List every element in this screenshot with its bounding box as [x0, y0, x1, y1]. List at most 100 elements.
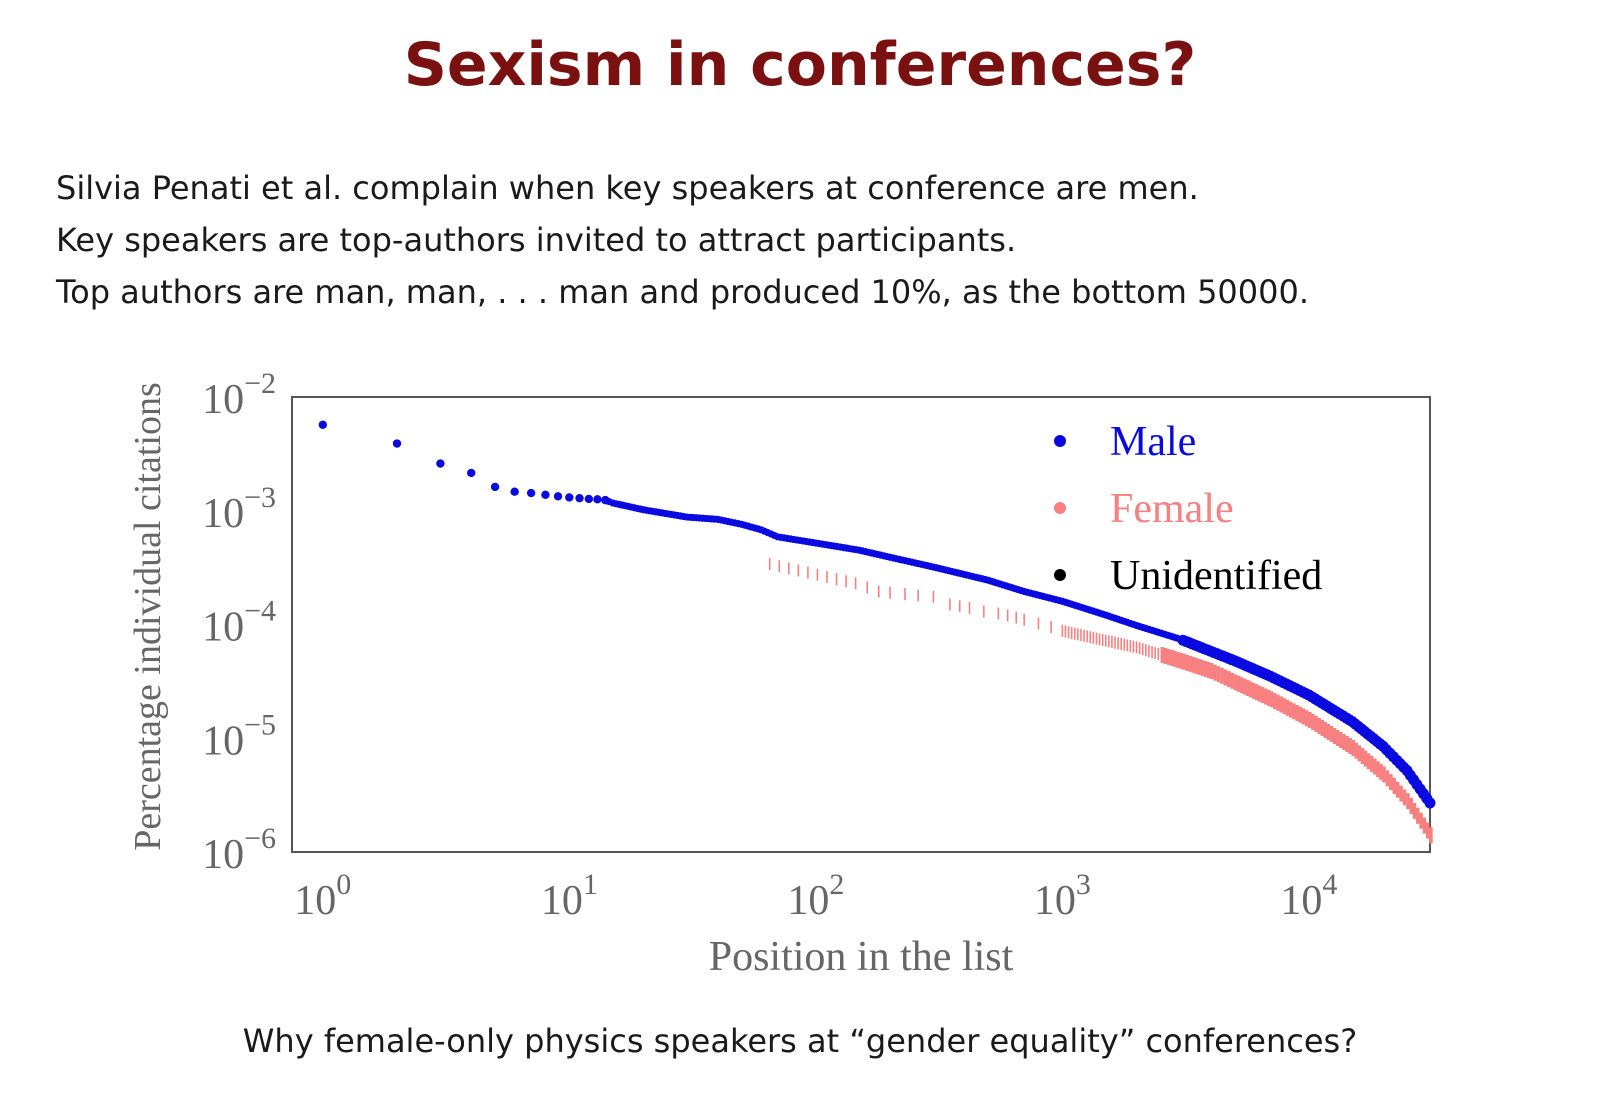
female-point: [1154, 647, 1156, 660]
female-point: [1083, 629, 1085, 642]
female-point: [778, 560, 781, 573]
female-point: [1209, 663, 1214, 680]
female-point: [1179, 652, 1183, 669]
female-point: [807, 566, 809, 579]
male-point: [584, 494, 594, 504]
female-point: [1120, 638, 1122, 651]
female-point: [1101, 634, 1104, 647]
female-point: [1314, 715, 1318, 732]
female-point: [1169, 649, 1174, 666]
female-point: [1126, 639, 1129, 652]
female-point: [1295, 705, 1299, 722]
slide-title: Sexism in conferences?: [403, 30, 1197, 100]
legend-marker-male: [1054, 435, 1066, 447]
female-point: [1220, 667, 1224, 684]
female-point: [1369, 755, 1374, 772]
female-point: [1373, 758, 1377, 775]
female-point: [1308, 711, 1312, 728]
female-point: [1172, 650, 1177, 667]
female-point: [1245, 680, 1250, 697]
female-point: [889, 586, 891, 599]
male-point: [1424, 797, 1436, 809]
female-point: [1023, 613, 1025, 626]
bullet-line-2: Key speakers are top-authors invited to …: [56, 221, 1017, 259]
female-point: [1089, 631, 1092, 644]
female-point: [1282, 698, 1287, 715]
female-point: [1233, 674, 1238, 691]
chart-legend: Male Female Unidentified: [1054, 419, 1322, 599]
female-point: [1251, 682, 1256, 699]
female-point: [1419, 812, 1423, 829]
female-point: [1188, 655, 1192, 672]
female-point: [1360, 747, 1365, 764]
female-point: [1339, 732, 1343, 749]
female-point: [1073, 627, 1076, 640]
female-point: [1111, 636, 1113, 649]
female-point: [1332, 727, 1337, 744]
y-tick-label: 10−3: [202, 481, 276, 537]
female-point: [1230, 672, 1234, 689]
male-point: [553, 492, 563, 501]
female-point: [1080, 629, 1082, 642]
female-point: [1015, 611, 1018, 624]
female-point: [1345, 736, 1349, 753]
female-point: [1279, 696, 1283, 713]
legend-marker-unidentified: [1054, 569, 1066, 581]
female-point: [1114, 636, 1116, 649]
female-point: [1263, 688, 1268, 705]
female-point: [1135, 641, 1138, 654]
female-point: [1061, 624, 1064, 637]
female-point: [1138, 642, 1141, 655]
x-tick-label: 102: [787, 868, 844, 924]
female-point: [1132, 640, 1135, 653]
plot-frame: [291, 396, 1431, 853]
x-axis-label: Position in the list: [709, 934, 1014, 980]
female-point: [1223, 669, 1228, 686]
female-point: [1317, 717, 1321, 734]
male-point: [490, 482, 500, 492]
female-point: [1409, 798, 1413, 815]
female-point: [1194, 657, 1199, 674]
male-point: [392, 439, 402, 448]
female-point: [845, 575, 847, 588]
female-point: [1335, 729, 1340, 746]
female-point: [1104, 634, 1107, 647]
x-tick-labels: 100 101 102 103 104: [294, 868, 1337, 924]
female-point: [1166, 648, 1171, 665]
series-male: [318, 420, 1436, 809]
female-point: [1163, 647, 1168, 664]
female-point: [1379, 763, 1383, 780]
female-point: [1288, 701, 1293, 718]
female-point: [1095, 632, 1098, 645]
female-point: [1323, 721, 1328, 738]
female-point: [877, 585, 880, 598]
slide-bullets: Silvia Penati et al. complain when key s…: [56, 168, 1576, 324]
female-point: [1395, 781, 1400, 798]
female-point: [1239, 677, 1244, 694]
female-point: [1092, 631, 1095, 644]
female-point: [1086, 630, 1088, 643]
female-point: [1382, 766, 1386, 783]
female-point: [1248, 681, 1253, 698]
female-point: [1197, 658, 1202, 675]
y-axis-label: Percentage individual citations: [127, 382, 169, 851]
series-female: [768, 558, 1433, 844]
male-point: [541, 490, 550, 500]
male-point: [526, 488, 536, 498]
legend-label-male: Male: [1110, 419, 1196, 465]
female-point: [1227, 671, 1231, 688]
female-point: [1141, 643, 1144, 656]
female-point: [1151, 646, 1153, 659]
female-point: [1037, 617, 1040, 630]
female-point: [1070, 626, 1073, 639]
female-point: [1412, 802, 1417, 819]
female-point: [1354, 742, 1359, 759]
bullet-line-1: Silvia Penati et al. complain when key s…: [56, 169, 1199, 207]
female-point: [1191, 656, 1195, 673]
female-point: [1351, 740, 1355, 757]
female-point: [1145, 644, 1147, 657]
male-point: [575, 493, 584, 503]
female-point: [1117, 637, 1119, 650]
female-point: [1260, 687, 1265, 704]
female-point: [854, 577, 857, 590]
